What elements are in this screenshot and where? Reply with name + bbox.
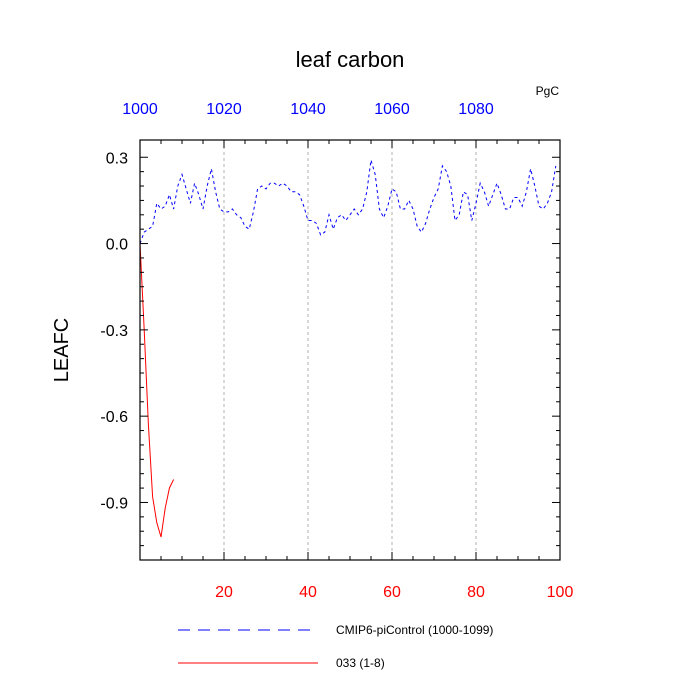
axes: 0.3 0.0 -0.3 -0.6 -0.9 20 40 60 80 100 1000 1020 104… bbox=[100, 101, 573, 601]
y-tick-label: 0.0 bbox=[106, 237, 128, 254]
x-top-tick-label: 1000 bbox=[122, 101, 158, 118]
series-line-0 bbox=[139, 159, 557, 244]
series-layer bbox=[139, 159, 557, 538]
x-bottom-tick-label: 40 bbox=[299, 584, 317, 601]
x-top-tick-label: 1040 bbox=[290, 101, 326, 118]
y-tick-label: -0.3 bbox=[100, 323, 128, 340]
grid-lines bbox=[223, 140, 477, 560]
y-tick-label: -0.9 bbox=[100, 495, 128, 512]
legend: CMIP6-piControl (1000-1099) 033 (1-8) bbox=[178, 623, 493, 670]
x-top-tick-label: 1020 bbox=[206, 101, 242, 118]
plot-frame bbox=[139, 139, 561, 561]
y-tick-label: -0.6 bbox=[100, 409, 128, 426]
chart-title: leaf carbon bbox=[296, 47, 405, 72]
x-top-tick-label: 1060 bbox=[374, 101, 410, 118]
y-axis-label: LEAFC bbox=[51, 318, 73, 382]
x-bottom-tick-label: 60 bbox=[383, 584, 401, 601]
x-bottom-tick-label: 100 bbox=[547, 584, 574, 601]
legend-label-0: CMIP6-piControl (1000-1099) bbox=[336, 623, 493, 637]
x-top-tick-label: 1080 bbox=[458, 101, 494, 118]
series-line-1 bbox=[139, 243, 175, 538]
x-bottom-tick-label: 20 bbox=[215, 584, 233, 601]
y-tick-label: 0.3 bbox=[106, 150, 128, 167]
x-bottom-tick-label: 80 bbox=[467, 584, 485, 601]
units-label: PgC bbox=[536, 84, 560, 98]
legend-label-1: 033 (1-8) bbox=[336, 656, 385, 670]
